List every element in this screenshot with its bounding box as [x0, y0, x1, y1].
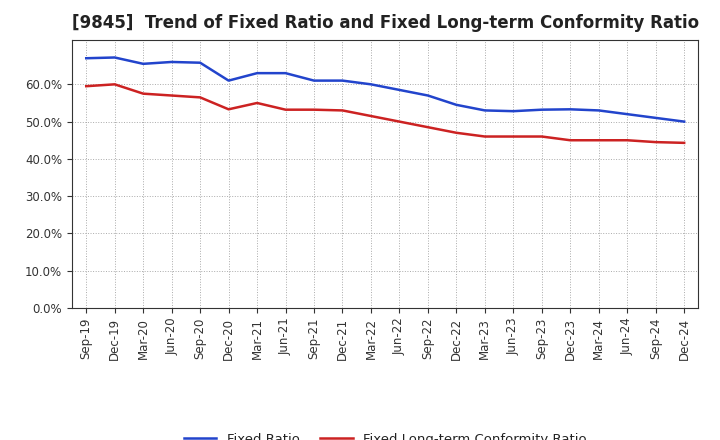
Fixed Long-term Conformity Ratio: [652, 139, 660, 145]
Fixed Ratio: [82, 55, 91, 61]
Fixed Long-term Conformity Ratio: [167, 93, 176, 98]
Fixed Long-term Conformity Ratio: [537, 134, 546, 139]
Fixed Ratio: [652, 115, 660, 121]
Fixed Long-term Conformity Ratio: [82, 84, 91, 89]
Fixed Ratio: [310, 78, 318, 83]
Fixed Long-term Conformity Ratio: [338, 108, 347, 113]
Line: Fixed Ratio: Fixed Ratio: [86, 58, 684, 121]
Fixed Ratio: [225, 78, 233, 83]
Fixed Ratio: [623, 111, 631, 117]
Fixed Long-term Conformity Ratio: [110, 82, 119, 87]
Fixed Ratio: [139, 61, 148, 66]
Fixed Ratio: [566, 106, 575, 112]
Fixed Long-term Conformity Ratio: [509, 134, 518, 139]
Fixed Ratio: [395, 87, 404, 92]
Fixed Long-term Conformity Ratio: [253, 100, 261, 106]
Legend: Fixed Ratio, Fixed Long-term Conformity Ratio: Fixed Ratio, Fixed Long-term Conformity …: [179, 427, 592, 440]
Fixed Ratio: [423, 93, 432, 98]
Fixed Long-term Conformity Ratio: [395, 119, 404, 124]
Fixed Long-term Conformity Ratio: [139, 91, 148, 96]
Fixed Ratio: [338, 78, 347, 83]
Fixed Ratio: [196, 60, 204, 66]
Fixed Ratio: [110, 55, 119, 60]
Fixed Ratio: [537, 107, 546, 112]
Fixed Long-term Conformity Ratio: [225, 106, 233, 112]
Title: [9845]  Trend of Fixed Ratio and Fixed Long-term Conformity Ratio: [9845] Trend of Fixed Ratio and Fixed Lo…: [71, 15, 699, 33]
Fixed Ratio: [452, 102, 461, 107]
Fixed Long-term Conformity Ratio: [680, 140, 688, 146]
Fixed Long-term Conformity Ratio: [595, 138, 603, 143]
Fixed Ratio: [366, 82, 375, 87]
Fixed Ratio: [595, 108, 603, 113]
Fixed Long-term Conformity Ratio: [623, 138, 631, 143]
Fixed Long-term Conformity Ratio: [366, 114, 375, 119]
Fixed Ratio: [480, 108, 489, 113]
Fixed Ratio: [282, 70, 290, 76]
Fixed Ratio: [253, 70, 261, 76]
Fixed Long-term Conformity Ratio: [566, 138, 575, 143]
Fixed Ratio: [680, 119, 688, 124]
Fixed Ratio: [167, 59, 176, 65]
Line: Fixed Long-term Conformity Ratio: Fixed Long-term Conformity Ratio: [86, 84, 684, 143]
Fixed Long-term Conformity Ratio: [282, 107, 290, 112]
Fixed Long-term Conformity Ratio: [480, 134, 489, 139]
Fixed Long-term Conformity Ratio: [452, 130, 461, 136]
Fixed Ratio: [509, 109, 518, 114]
Fixed Long-term Conformity Ratio: [423, 125, 432, 130]
Fixed Long-term Conformity Ratio: [196, 95, 204, 100]
Fixed Long-term Conformity Ratio: [310, 107, 318, 112]
